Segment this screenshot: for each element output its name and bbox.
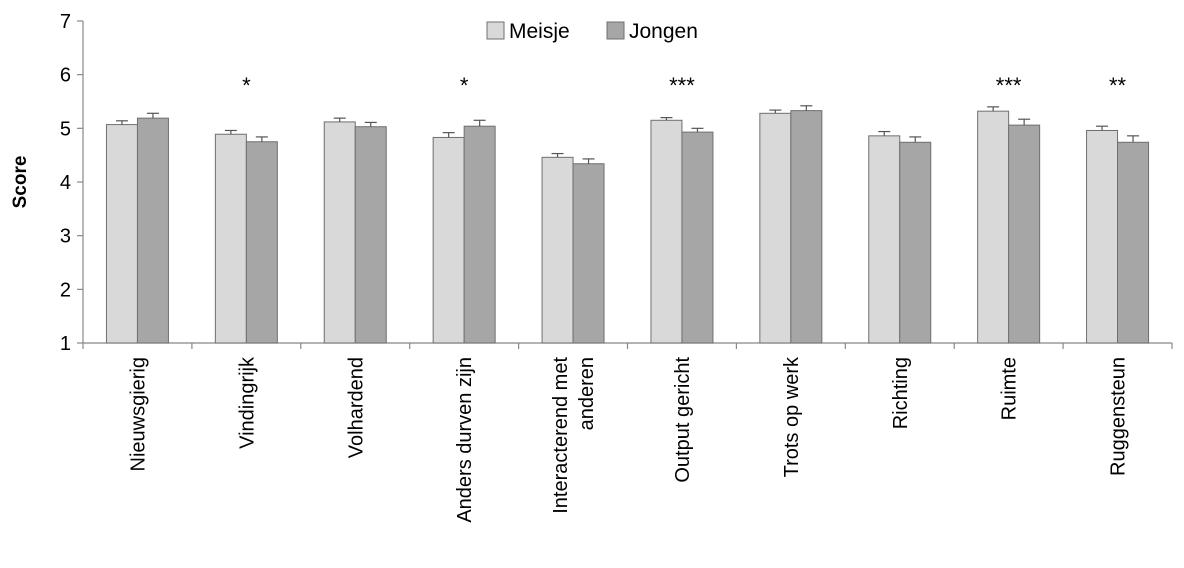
significance-marker: * <box>242 73 251 98</box>
y-axis-label: Score <box>10 156 31 209</box>
bar-jongen <box>899 141 932 344</box>
category-label: Output gericht <box>672 357 694 483</box>
category-label: Richting <box>890 357 912 429</box>
bar-jongen <box>1117 141 1150 344</box>
category-label: Interacterend met <box>550 357 572 514</box>
y-tick-label: 5 <box>60 118 71 140</box>
bar-jongen <box>245 141 278 344</box>
category-label: anderen <box>576 357 598 430</box>
legend: Meisje Jongen <box>486 20 698 43</box>
category-label: Vindingrijk <box>236 356 258 449</box>
category-label: Ruggensteun <box>1108 357 1130 476</box>
significance-markers: * * *** *** ** <box>242 73 1126 98</box>
bar-meisje <box>105 124 138 344</box>
legend-label-jongen: Jongen <box>629 20 698 43</box>
bar-jongen <box>572 163 605 344</box>
bars <box>105 110 1150 344</box>
category-label: Nieuwsgierig <box>127 357 149 472</box>
y-tick-label: 6 <box>60 65 71 87</box>
bar-meisje <box>650 119 683 344</box>
bar-jongen <box>1008 124 1041 344</box>
bar-jongen <box>354 126 387 344</box>
significance-marker: *** <box>996 73 1022 98</box>
category-labels: Nieuwsgierig Vindingrijk Volhardend Anders … <box>127 356 1129 523</box>
bar-meisje <box>1086 129 1119 344</box>
significance-marker: ** <box>1109 73 1127 98</box>
bar-meisje <box>541 156 574 344</box>
bar-meisje <box>323 121 356 344</box>
significance-marker: * <box>460 73 469 98</box>
y-tick-label: 2 <box>60 279 71 301</box>
legend-swatch-jongen <box>606 21 625 40</box>
y-tick-label: 3 <box>60 226 71 248</box>
legend-swatch-meisje <box>486 21 505 40</box>
significance-marker: *** <box>669 73 695 98</box>
legend-label-meisje: Meisje <box>509 20 570 43</box>
bar-meisje <box>759 112 792 344</box>
category-label: Volhardend <box>345 357 367 458</box>
category-label: Trots op werk <box>781 356 803 477</box>
y-tick-label: 1 <box>60 333 71 355</box>
y-tick-label: 4 <box>60 172 71 194</box>
bar-jongen <box>136 117 169 344</box>
category-label: Anders durven zijn <box>454 357 476 523</box>
bar-meisje <box>868 135 901 344</box>
y-tick-label: 7 <box>60 11 71 33</box>
bar-jongen <box>463 125 496 344</box>
bar-jongen <box>681 131 714 344</box>
bar-meisje <box>977 110 1010 344</box>
bar-meisje <box>214 133 247 344</box>
category-label: Ruimte <box>999 357 1021 420</box>
bar-jongen <box>790 110 823 344</box>
error-bars <box>115 105 1140 164</box>
bar-meisje <box>432 136 465 344</box>
